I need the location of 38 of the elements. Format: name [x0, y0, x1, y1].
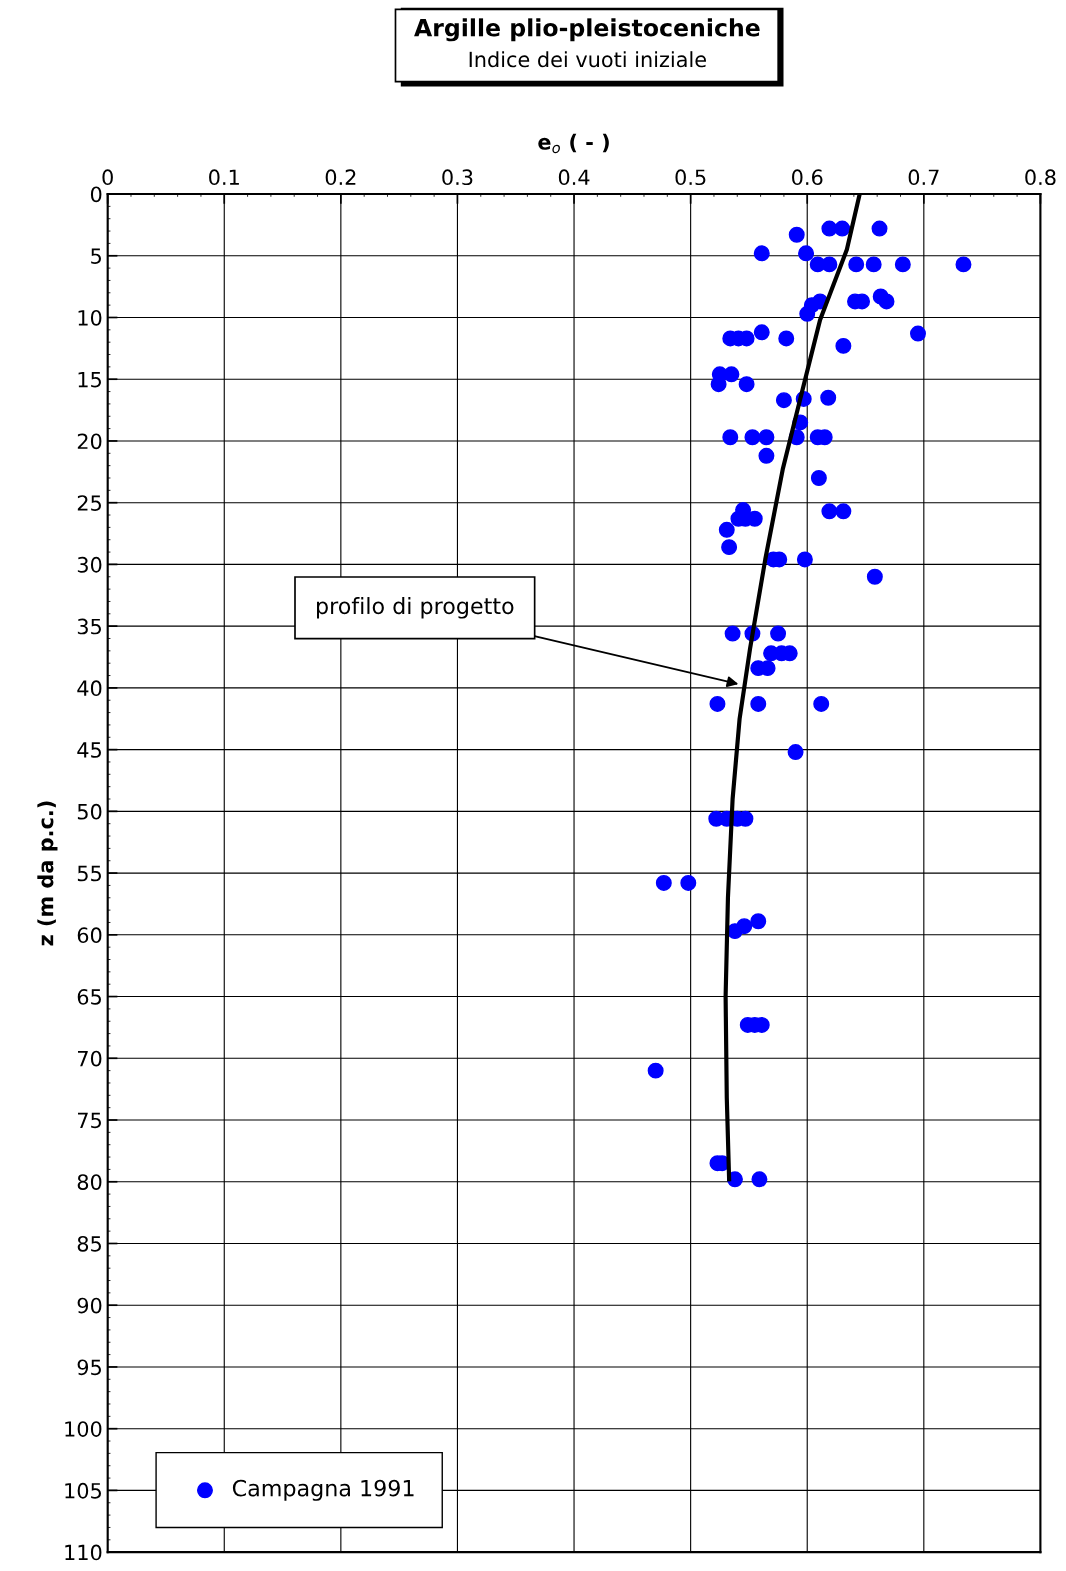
legend-label: Campagna 1991 — [232, 1479, 414, 1501]
y-tick-label: 30 — [77, 556, 102, 573]
y-tick-label: 45 — [77, 742, 101, 758]
annotation: profilo di progetto — [317, 597, 514, 619]
x-tick-label: 0.7 — [908, 169, 939, 186]
y-axis-title: z (m da p.c.) — [37, 801, 58, 946]
x-tick-label: 0.2 — [325, 169, 356, 186]
y-tick-label: 15 — [78, 371, 101, 388]
y-tick-label: 75 — [78, 1112, 101, 1129]
x-tick-label: 0.3 — [442, 169, 473, 186]
x-tick-label: 0 — [102, 169, 113, 186]
x-tick-label: 0.8 — [1025, 169, 1056, 186]
y-tick-label: 10 — [78, 309, 102, 326]
y-tick-label: 80 — [77, 1174, 102, 1190]
chart-title: Argille plio-pleistoceniche — [414, 18, 760, 42]
x-tick-label: 0.6 — [792, 169, 823, 186]
y-tick-label: 95 — [77, 1359, 101, 1376]
y-tick-label: 70 — [78, 1050, 102, 1067]
y-tick-label: 65 — [77, 989, 101, 1005]
y-tick-label: 25 — [77, 495, 101, 511]
y-tick-label: 85 — [77, 1235, 101, 1252]
x-tick-label: 0.4 — [558, 169, 590, 186]
y-tick-label: 110 — [65, 1544, 102, 1561]
y-tick-label: 50 — [77, 803, 102, 820]
y-tick-label: 0 — [90, 186, 102, 203]
y-tick-label: 5 — [91, 248, 101, 264]
chart-subtitle: Indice dei vuoti iniziale — [469, 51, 706, 68]
y-tick-label: 60 — [77, 927, 102, 944]
y-tick-label: 100 — [65, 1421, 102, 1437]
y-tick-label: 35 — [77, 618, 101, 635]
y-tick-label: 20 — [77, 433, 102, 450]
y-tick-label: 90 — [77, 1297, 102, 1314]
x-tick-label: 0.5 — [675, 169, 706, 186]
y-tick-label: 40 — [77, 680, 102, 697]
x-tick-label: 0.1 — [209, 169, 239, 186]
y-tick-label: 105 — [65, 1482, 101, 1499]
y-tick-label: 55 — [77, 865, 101, 882]
x-axis-title: e$_{o}$ ( - ) — [538, 133, 609, 154]
